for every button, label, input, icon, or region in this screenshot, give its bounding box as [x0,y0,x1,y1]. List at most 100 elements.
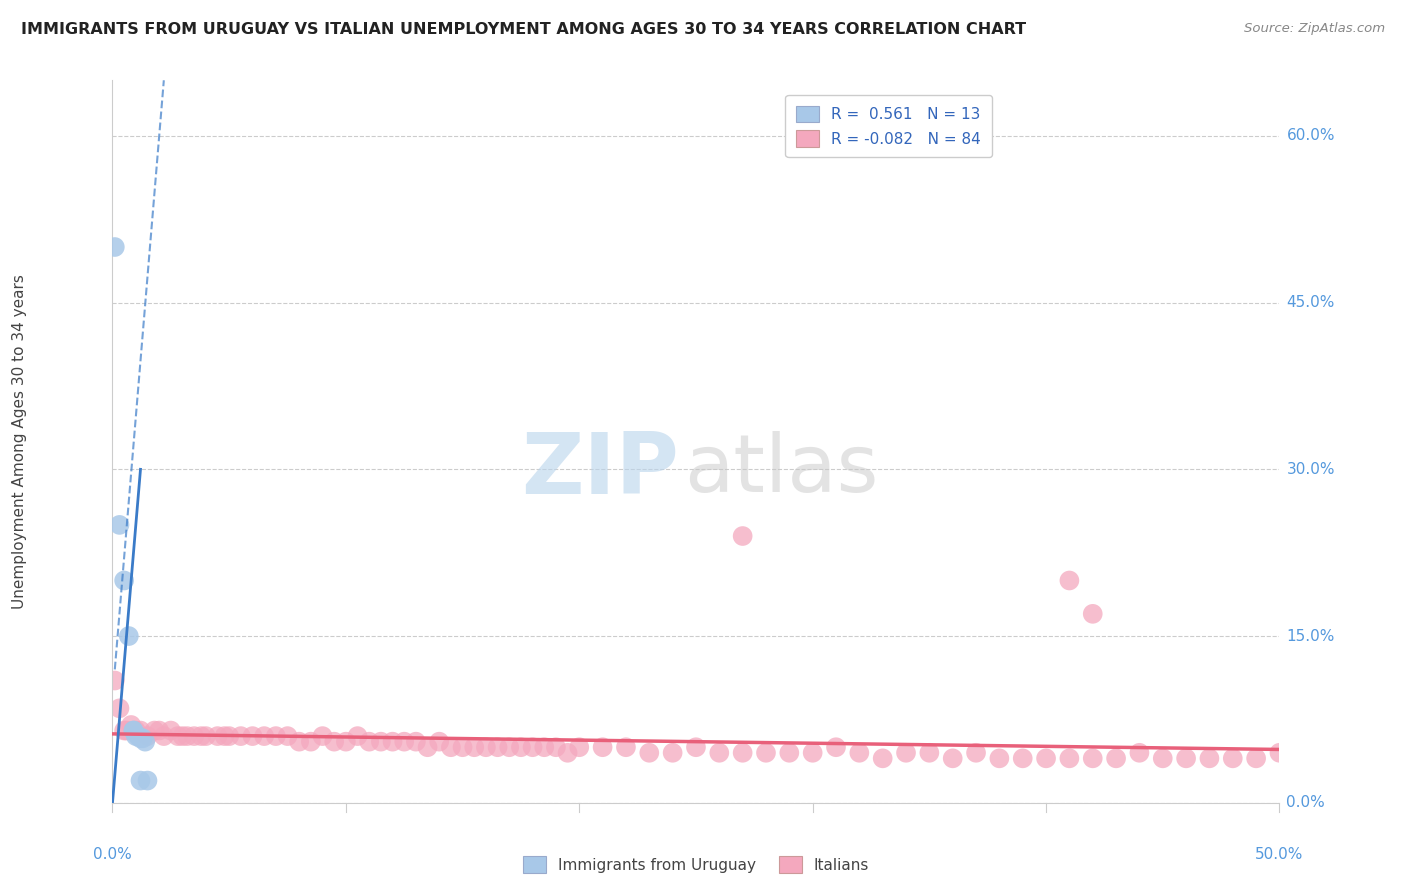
Text: Source: ZipAtlas.com: Source: ZipAtlas.com [1244,22,1385,36]
Point [311,729,333,743]
Point [544,740,567,755]
Point [614,740,637,755]
Point [1081,751,1104,765]
Point [359,734,381,748]
Point [125,729,148,743]
Point [166,729,188,743]
Point [104,240,127,254]
Text: 0.0%: 0.0% [93,847,132,863]
Text: IMMIGRANTS FROM URUGUAY VS ITALIAN UNEMPLOYMENT AMONG AGES 30 TO 34 YEARS CORREL: IMMIGRANTS FROM URUGUAY VS ITALIAN UNEMP… [21,22,1026,37]
Point [194,729,217,743]
Text: Unemployment Among Ages 30 to 34 years: Unemployment Among Ages 30 to 34 years [11,274,27,609]
Point [1128,746,1150,760]
Point [1244,751,1267,765]
Point [894,746,917,760]
Point [533,740,555,755]
Text: ZIP: ZIP [520,429,679,512]
Text: 30.0%: 30.0% [1286,462,1334,477]
Point [190,729,212,743]
Point [394,734,416,748]
Point [136,773,159,788]
Point [112,723,135,738]
Point [160,723,183,738]
Point [214,729,236,743]
Point [172,729,194,743]
Point [118,629,141,643]
Point [638,746,661,760]
Point [1198,751,1220,765]
Point [183,729,205,743]
Point [988,751,1011,765]
Point [112,574,135,588]
Point [440,740,463,755]
Point [416,740,439,755]
Point [475,740,498,755]
Point [148,723,170,738]
Point [731,529,754,543]
Point [129,723,152,738]
Point [122,723,145,738]
Point [370,734,392,748]
Point [405,734,427,748]
Point [1175,751,1198,765]
Point [568,740,591,755]
Text: 15.0%: 15.0% [1286,629,1334,643]
Point [253,729,276,743]
Point [207,729,229,743]
Point [346,729,368,743]
Point [104,673,127,688]
Legend: Immigrants from Uruguay, Italians: Immigrants from Uruguay, Italians [516,850,876,879]
Point [825,740,848,755]
Point [1011,751,1033,765]
Point [848,746,870,760]
Point [709,746,731,760]
Point [498,740,520,755]
Text: 50.0%: 50.0% [1256,847,1303,863]
Point [451,740,474,755]
Point [463,740,485,755]
Text: 45.0%: 45.0% [1286,295,1334,310]
Point [108,517,131,532]
Point [276,729,298,743]
Point [1035,751,1057,765]
Point [942,751,965,765]
Point [1105,751,1128,765]
Point [242,729,264,743]
Point [129,731,152,746]
Point [557,746,579,760]
Point [1081,607,1104,621]
Point [335,734,357,748]
Point [229,729,252,743]
Point [125,723,148,738]
Point [108,701,131,715]
Point [685,740,707,755]
Point [323,734,346,748]
Point [218,729,240,743]
Point [1152,751,1174,765]
Point [127,729,149,743]
Point [486,740,509,755]
Point [115,723,138,738]
Point [176,729,198,743]
Point [661,746,683,760]
Point [143,723,166,738]
Point [129,773,152,788]
Point [134,734,156,748]
Text: 0.0%: 0.0% [1286,796,1326,810]
Text: 60.0%: 60.0% [1286,128,1334,144]
Point [153,729,176,743]
Point [132,731,155,746]
Point [1268,746,1291,760]
Point [755,746,778,760]
Point [136,729,159,743]
Point [1222,751,1244,765]
Point [381,734,404,748]
Point [731,746,754,760]
Point [592,740,614,755]
Point [427,734,450,748]
Point [288,734,311,748]
Point [1059,751,1081,765]
Text: atlas: atlas [685,432,879,509]
Point [522,740,544,755]
Point [918,746,941,760]
